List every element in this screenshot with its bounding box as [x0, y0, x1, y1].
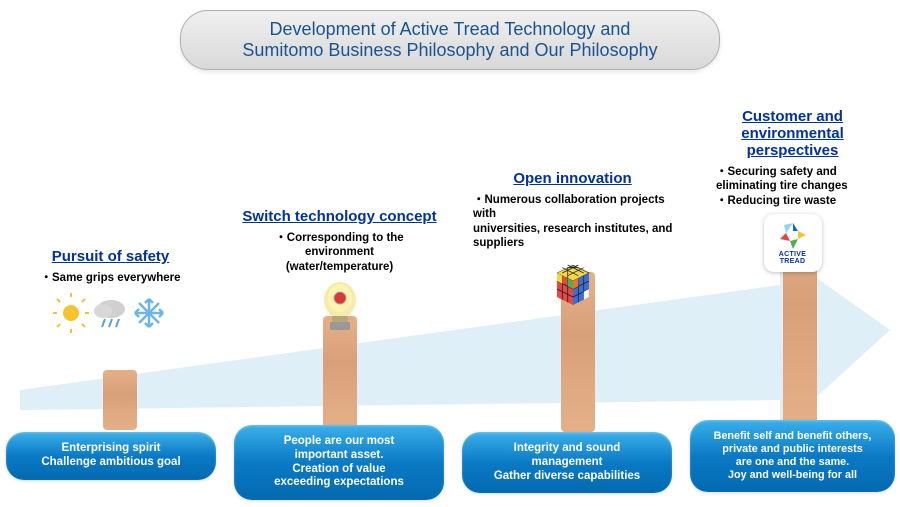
logo-text-l1: ACTIVE [779, 251, 806, 258]
desc-switch: ・Corresponding to the environment (water… [232, 231, 447, 274]
heading-customer: Customer and environmental perspectives [690, 108, 895, 159]
heading-innovation: Open innovation [465, 170, 680, 187]
column-customer: Customer and environmental perspectives … [690, 108, 895, 272]
pill2-l2: important asset. [295, 449, 384, 461]
pill-integrity: Integrity and sound management Gather di… [462, 432, 672, 493]
heading-customer-l1: Customer and environmental [741, 108, 844, 142]
column-safety: Pursuit of safety ・Same grips everywhere [8, 248, 213, 340]
desc-innovation-l1: ・Numerous collaboration projects with [473, 194, 665, 220]
desc-safety: ・Same grips everywhere [8, 271, 213, 285]
pill4-l2: private and public interests [722, 443, 862, 455]
active-tread-logo: ACTIVE TREAD [764, 214, 822, 272]
desc-innovation-l2: universities, research institutes, and [473, 223, 672, 235]
column-switch: Switch technology concept ・Corresponding… [232, 208, 447, 341]
pill-benefit: Benefit self and benefit others, private… [690, 420, 895, 492]
pillar-1 [103, 370, 137, 430]
title-line1: Development of Active Tread Technology a… [211, 19, 689, 40]
pill3-l3: Gather diverse capabilities [494, 470, 640, 482]
title-line2: Sumitomo Business Philosophy and Our Phi… [211, 40, 689, 61]
pill3-l1: Integrity and sound [514, 442, 621, 454]
desc-customer-l3: ・Reducing tire waste [716, 195, 836, 207]
logo-text-l2: TREAD [780, 258, 806, 265]
pill-enterprising: Enterprising spirit Challenge ambitious … [6, 432, 216, 480]
desc-switch-l1: ・Corresponding to the [275, 232, 403, 244]
pill3-l2: management [532, 456, 603, 468]
rubiks-cube-icon [465, 257, 680, 312]
heading-switch: Switch technology concept [232, 208, 447, 225]
pill-people: People are our most important asset. Cre… [234, 425, 444, 500]
desc-customer-l2: eliminating tire changes [716, 180, 848, 192]
pill1-l2: Challenge ambitious goal [41, 456, 180, 468]
pill2-l4: exceeding expectations [274, 476, 404, 488]
pill4-l1: Benefit self and benefit others, [714, 430, 872, 442]
desc-switch-l2: environment [305, 246, 374, 258]
weather-icons [8, 291, 213, 340]
pill1-l1: Enterprising spirit [61, 442, 160, 454]
desc-switch-l3: (water/temperature) [286, 261, 393, 273]
desc-customer: ・Securing safety and eliminating tire ch… [690, 165, 895, 208]
title-banner: Development of Active Tread Technology a… [180, 10, 720, 70]
desc-customer-l1: ・Securing safety and [716, 166, 837, 178]
desc-innovation-l3: suppliers [473, 237, 524, 249]
pill2-l3: Creation of value [292, 463, 385, 475]
pill4-l4: Joy and well-being for all [728, 469, 857, 481]
pill2-l1: People are our most [284, 435, 395, 447]
heading-safety: Pursuit of safety [8, 248, 213, 265]
lightbulb-switch-icon [232, 280, 447, 341]
column-innovation: Open innovation ・Numerous collaboration … [465, 170, 680, 312]
heading-customer-l2: perspectives [747, 142, 839, 159]
desc-innovation: ・Numerous collaboration projects with un… [465, 193, 680, 251]
pill4-l3: are one and the same. [736, 456, 849, 468]
